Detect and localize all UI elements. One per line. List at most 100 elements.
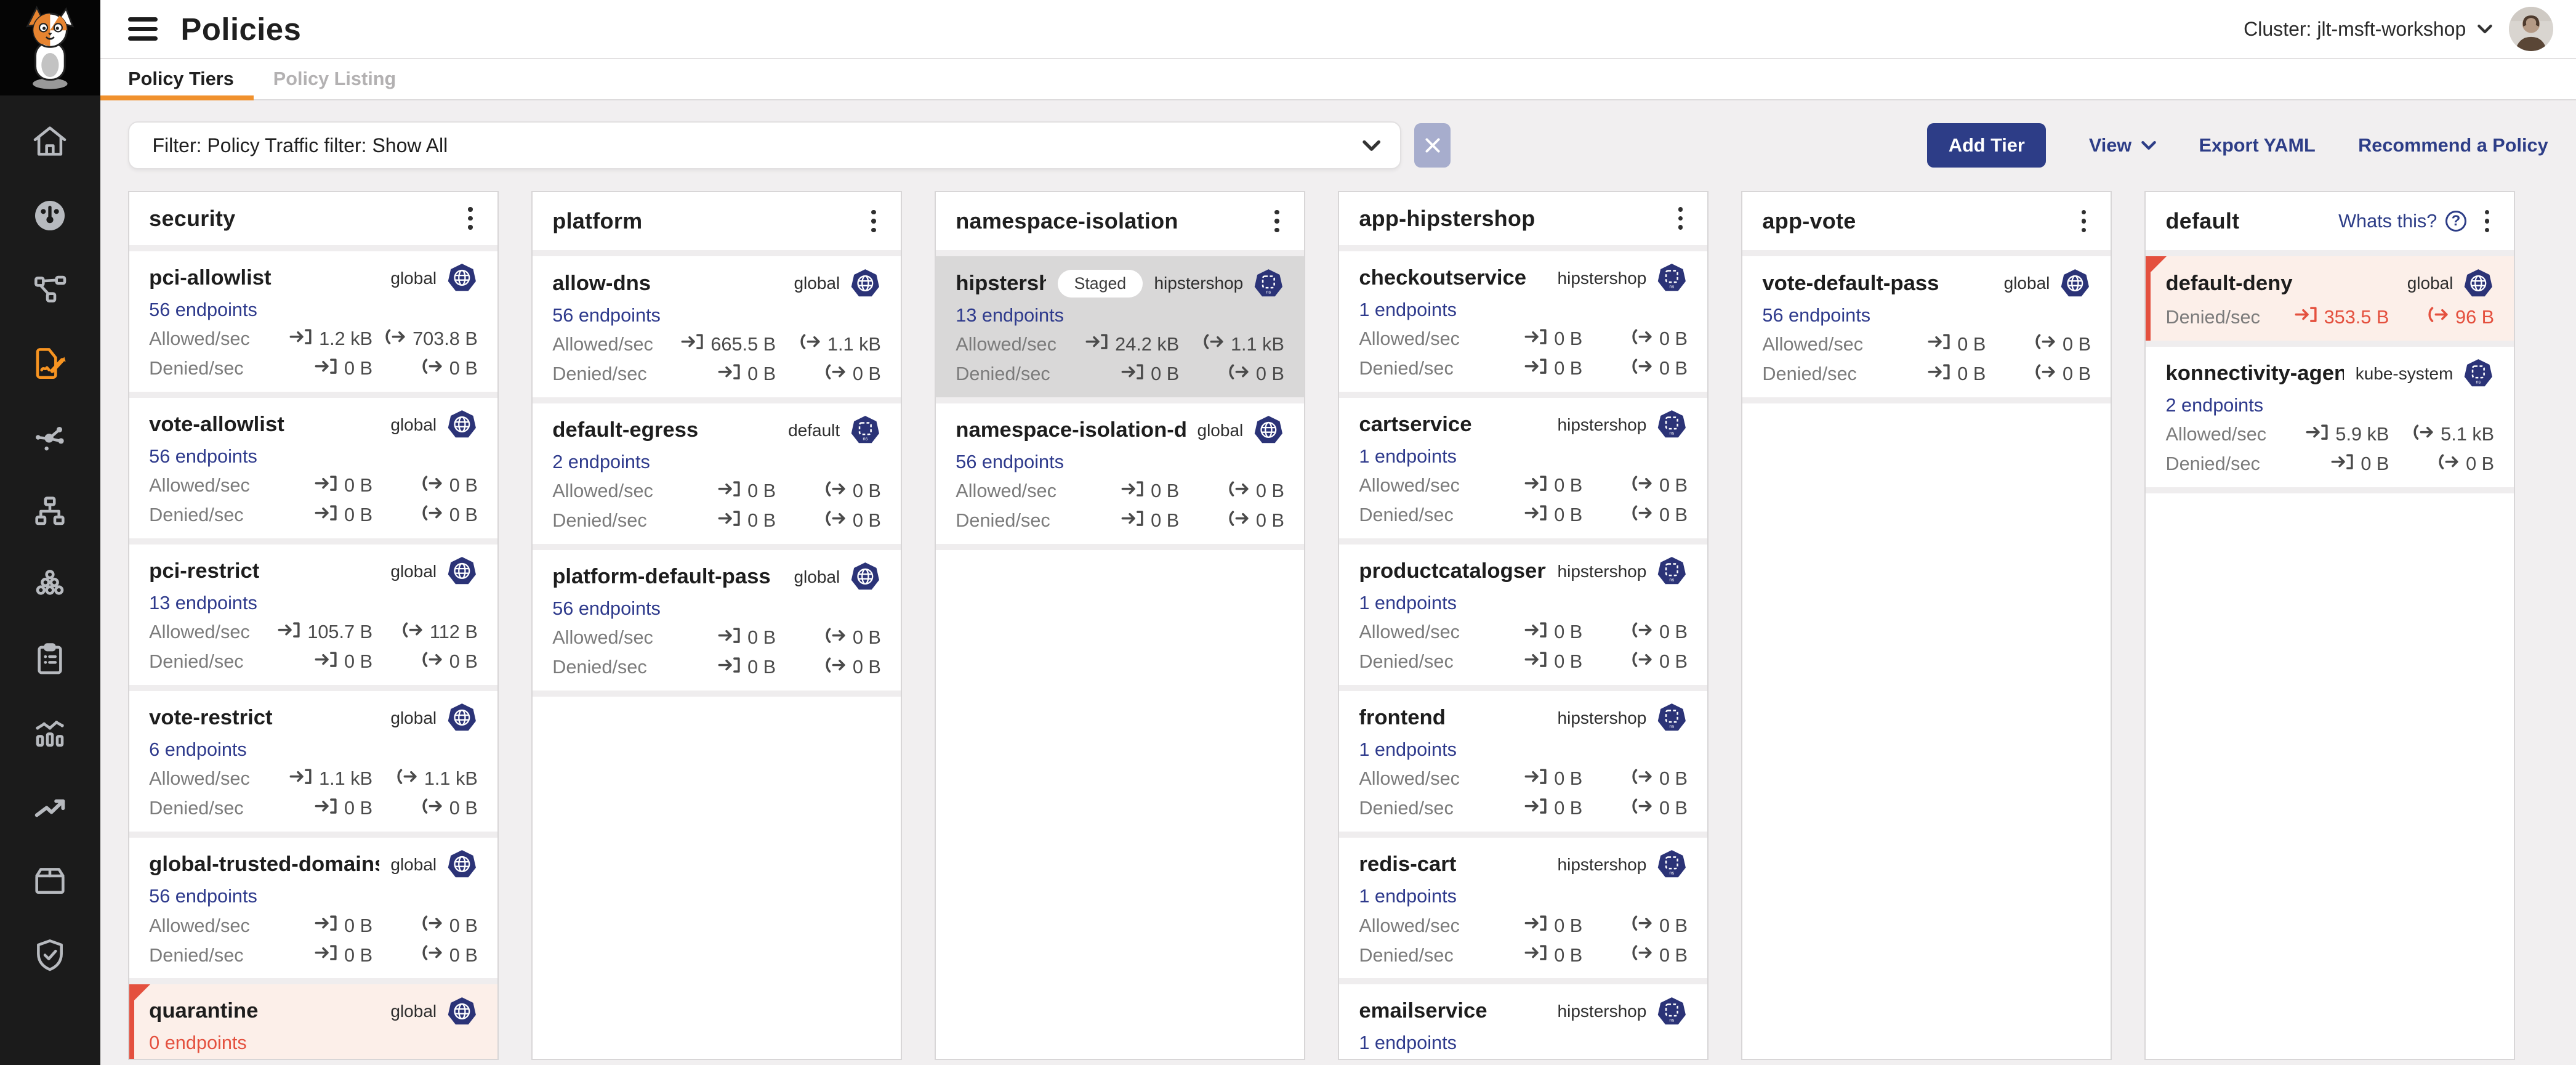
egress-icon: [1226, 509, 1249, 532]
clear-filter-button[interactable]: [1414, 123, 1451, 168]
endpoints-link[interactable]: 56 endpoints: [552, 597, 661, 620]
policy-card-konnectivity-agent[interactable]: konnectivity-agent kube-system ns 2 endp…: [2146, 347, 2514, 493]
ingress-icon: [1524, 474, 1547, 497]
export-yaml-button[interactable]: Export YAML: [2199, 134, 2316, 156]
sidebar-item-timeline-chart[interactable]: [30, 713, 70, 753]
policy-card-redis-cart[interactable]: redis-cart hipstershop ns 1 endpoints Al…: [1339, 838, 1707, 984]
egress-icon: [420, 357, 443, 380]
policy-name: checkoutservice: [1359, 266, 1526, 290]
policy-card-checkoutservice[interactable]: checkoutservice hipstershop ns 1 endpoin…: [1339, 251, 1707, 398]
endpoints-link[interactable]: 2 endpoints: [552, 451, 650, 473]
ingress-value: 0 B: [344, 504, 372, 526]
sidebar-item-inventory-box[interactable]: [30, 861, 70, 901]
endpoints-link[interactable]: 1 endpoints: [1359, 299, 1457, 321]
policy-card-default-egress[interactable]: default-egress default ns 2 endpoints Al…: [533, 403, 901, 550]
cluster-selector[interactable]: Cluster: jlt-msft-workshop: [2244, 18, 2492, 41]
sidebar-item-network-tree[interactable]: [30, 492, 70, 531]
recommend-policy-button[interactable]: Recommend a Policy: [2358, 134, 2548, 156]
tier-menu-kebab-icon[interactable]: [463, 204, 477, 233]
tab-policy-listing[interactable]: Policy Listing: [254, 59, 416, 99]
tier-header: platform: [533, 192, 901, 257]
endpoints-link[interactable]: 1 endpoints: [1359, 885, 1457, 907]
sidebar-item-compliance[interactable]: [30, 639, 70, 679]
metric-row: Denied/sec 0 B 0 B: [956, 363, 1284, 386]
endpoints-link[interactable]: 13 endpoints: [149, 592, 257, 614]
tier-menu-kebab-icon[interactable]: [2077, 207, 2091, 236]
policy-card-allow-dns[interactable]: allow-dns global 56 endpoints Allowed/se…: [533, 256, 901, 403]
tab-policy-tiers[interactable]: Policy Tiers: [100, 59, 254, 99]
policy-name: vote-allowlist: [149, 413, 284, 437]
policy-card-frontend[interactable]: frontend hipstershop ns 1 endpoints Allo…: [1339, 691, 1707, 838]
scope-namespace-icon: ns: [1656, 996, 1688, 1027]
tier-menu-kebab-icon[interactable]: [866, 207, 880, 236]
sidebar-item-flow-visualizer[interactable]: [30, 418, 70, 457]
endpoints-link[interactable]: 56 endpoints: [149, 299, 257, 321]
ingress-icon: [1121, 480, 1144, 503]
policy-card-default-deny[interactable]: default-deny global Denied/sec 353.5 B 9…: [2146, 256, 2514, 346]
user-avatar[interactable]: [2509, 7, 2553, 51]
metric-row: Allowed/sec 0 B 0 B: [1359, 767, 1688, 790]
sidebar-item-endpoints[interactable]: [30, 565, 70, 605]
endpoints-link[interactable]: 56 endpoints: [552, 304, 661, 326]
policy-scope: hipstershop: [1154, 273, 1243, 293]
ingress-icon: [1928, 363, 1950, 386]
tier-name: namespace-isolation: [956, 208, 1178, 234]
policy-card-quarantine[interactable]: quarantine global 0 endpoints: [129, 984, 497, 1060]
view-menu-button[interactable]: View: [2089, 134, 2156, 156]
policy-card-pci-restrict[interactable]: pci-restrict global 13 endpoints Allowed…: [129, 545, 497, 691]
add-tier-button[interactable]: Add Tier: [1927, 123, 2046, 168]
scope-global-icon: [2463, 268, 2494, 299]
endpoints-link[interactable]: 56 endpoints: [149, 885, 257, 907]
policy-card-cartservice[interactable]: cartservice hipstershop ns 1 endpoints A…: [1339, 398, 1707, 545]
endpoints-link[interactable]: 6 endpoints: [149, 739, 247, 761]
egress-icon: [420, 944, 443, 966]
endpoints-link[interactable]: 56 endpoints: [956, 451, 1064, 473]
egress-icon: [1630, 797, 1652, 820]
policy-card-emailservice[interactable]: emailservice hipstershop ns 1 endpoints …: [1339, 984, 1707, 1060]
ingress-icon: [315, 474, 337, 497]
metric-row: Allowed/sec 0 B 0 B: [552, 480, 881, 503]
ingress-value: 665.5 B: [710, 333, 776, 355]
metric-row: Allowed/sec 0 B 0 B: [1359, 914, 1688, 937]
policy-card-productcatalogservice[interactable]: productcatalogservice hipstershop ns 1 e…: [1339, 545, 1707, 691]
policy-card-namespace-isolation-default-p[interactable]: namespace-isolation-default-p… global 56…: [936, 403, 1304, 550]
policy-card-vote-allowlist[interactable]: vote-allowlist global 56 endpoints Allow…: [129, 398, 497, 545]
svg-text:ns: ns: [1266, 290, 1271, 295]
policy-card-vote-default-pass[interactable]: vote-default-pass global 56 endpoints Al…: [1742, 256, 2111, 403]
endpoints-link[interactable]: 1 endpoints: [1359, 592, 1457, 614]
egress-value: 0 B: [449, 944, 478, 966]
egress-icon: [823, 480, 846, 503]
policy-card-global-trusted-domains[interactable]: global-trusted-domains global 56 endpoin…: [129, 838, 497, 984]
policy-card-pci-allowlist[interactable]: pci-allowlist global 56 endpoints Allowe…: [129, 251, 497, 398]
whats-this-link[interactable]: Whats this??: [2338, 210, 2466, 232]
policy-card-hipstershop-gh[interactable]: hipstershop-gh…Staged hipstershop ns 13 …: [936, 256, 1304, 403]
sidebar-item-home[interactable]: [30, 121, 70, 161]
egress-icon: [395, 767, 417, 790]
metric-row: Allowed/sec 1.2 kB 703.8 B: [149, 328, 478, 350]
endpoints-link[interactable]: 1 endpoints: [1359, 739, 1457, 761]
tier-menu-kebab-icon[interactable]: [1270, 207, 1284, 236]
sidebar-item-service-graph[interactable]: [30, 270, 70, 309]
hamburger-menu-icon[interactable]: [128, 17, 158, 40]
endpoints-link[interactable]: 13 endpoints: [956, 304, 1064, 326]
inventory-box-icon: [30, 899, 70, 901]
sidebar-item-threat-defense[interactable]: [30, 935, 70, 974]
policy-name: global-trusted-domains: [149, 852, 379, 877]
egress-icon: [1201, 333, 1224, 355]
endpoints-link[interactable]: 56 endpoints: [1762, 304, 1870, 326]
sidebar-item-dashboard[interactable]: [30, 196, 70, 235]
endpoints-link[interactable]: 0 endpoints: [149, 1032, 247, 1054]
policy-card-vote-restrict[interactable]: vote-restrict global 6 endpoints Allowed…: [129, 691, 497, 838]
endpoints-link[interactable]: 2 endpoints: [2165, 394, 2263, 416]
endpoints-link[interactable]: 1 endpoints: [1359, 445, 1457, 468]
calico-cat-logo[interactable]: [0, 0, 100, 95]
tier-menu-kebab-icon[interactable]: [2480, 207, 2494, 236]
svg-text:ns: ns: [1670, 431, 1675, 436]
tier-menu-kebab-icon[interactable]: [1673, 204, 1688, 233]
policy-filter-dropdown[interactable]: Filter: Policy Traffic filter: Show All: [128, 121, 1401, 169]
sidebar-item-policies[interactable]: [30, 344, 70, 383]
sidebar-item-threat-trends[interactable]: [30, 787, 70, 827]
policy-card-platform-default-pass[interactable]: platform-default-pass global 56 endpoint…: [533, 550, 901, 697]
endpoints-link[interactable]: 1 endpoints: [1359, 1032, 1457, 1054]
endpoints-link[interactable]: 56 endpoints: [149, 445, 257, 468]
